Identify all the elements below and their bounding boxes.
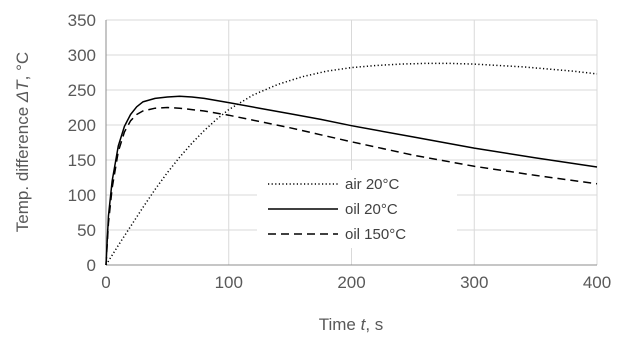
y-tick-label: 0 — [87, 256, 96, 275]
legend-label: oil 20°C — [345, 201, 398, 218]
x-axis-title: Time t, s — [319, 315, 384, 334]
y-tick-label: 100 — [68, 186, 96, 205]
x-tick-label: 400 — [583, 273, 611, 292]
x-tick-label: 100 — [215, 273, 243, 292]
x-tick-labels: 0 100 200 300 400 — [101, 273, 611, 292]
y-tick-label: 50 — [77, 221, 96, 240]
grid-lines — [106, 19, 598, 265]
y-tick-label: 350 — [68, 11, 96, 30]
y-tick-label: 300 — [68, 46, 96, 65]
legend-label: air 20°C — [345, 176, 400, 193]
legend-label: oil 150°C — [345, 226, 406, 243]
y-tick-labels: 0 50 100 150 200 250 300 350 — [68, 11, 96, 275]
axes — [105, 20, 597, 266]
y-axis-title: Temp. difference ΔT, °C — [13, 52, 32, 232]
series-line-2 — [105, 95, 598, 266]
y-tick-label: 250 — [68, 81, 96, 100]
y-tick-label: 150 — [68, 151, 96, 170]
x-tick-label: 300 — [460, 273, 488, 292]
series-lines — [105, 62, 598, 266]
x-tick-label: 200 — [337, 273, 365, 292]
x-tick-label: 0 — [101, 273, 110, 292]
series-line-1 — [105, 62, 598, 266]
legend: air 20°C oil 20°C oil 150°C — [257, 170, 457, 248]
y-tick-label: 200 — [68, 116, 96, 135]
series-line-3 — [105, 106, 598, 266]
